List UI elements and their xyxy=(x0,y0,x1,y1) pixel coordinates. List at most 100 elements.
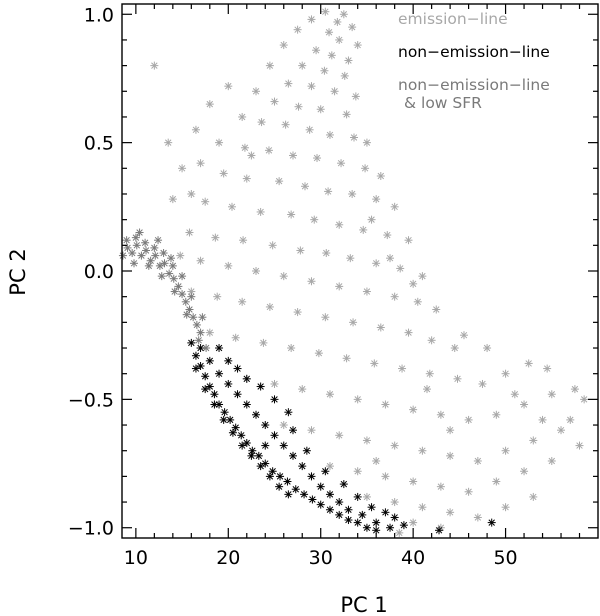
point-emission-78 xyxy=(376,323,385,332)
point-lowsfr-24 xyxy=(168,261,177,270)
point-lowsfr-27 xyxy=(198,313,207,322)
y-tick-label-4: 1.0 xyxy=(84,4,114,26)
y-tick-label-1: −0.5 xyxy=(68,389,114,411)
point-emission-124 xyxy=(381,472,390,481)
point-emission-85 xyxy=(287,344,296,353)
point-emission-138 xyxy=(409,518,418,527)
point-lowsfr-4 xyxy=(137,251,146,260)
point-nonem-72 xyxy=(353,492,362,501)
point-nonem-71 xyxy=(339,480,348,489)
point-emission-160 xyxy=(386,254,395,263)
point-emission-50 xyxy=(185,228,194,237)
point-emission-19 xyxy=(342,110,351,119)
point-emission-60 xyxy=(176,251,185,260)
x-tick-label-3: 40 xyxy=(401,547,425,569)
point-emission-149 xyxy=(238,112,247,121)
point-emission-58 xyxy=(396,264,405,273)
point-lowsfr-31 xyxy=(170,287,179,296)
point-nonem-25 xyxy=(353,518,362,527)
point-nonem-48 xyxy=(399,521,408,530)
point-emission-153 xyxy=(293,25,302,34)
point-nonem-61 xyxy=(224,356,233,365)
point-emission-116 xyxy=(446,451,455,460)
point-emission-47 xyxy=(359,225,368,234)
point-emission-143 xyxy=(178,164,187,173)
point-emission-109 xyxy=(580,395,589,404)
point-nonem-30 xyxy=(215,369,224,378)
point-emission-137 xyxy=(529,492,538,501)
point-nonem-35 xyxy=(261,421,270,430)
point-nonem-77 xyxy=(381,508,390,517)
point-emission-67 xyxy=(362,287,371,296)
point-nonem-47 xyxy=(386,523,395,532)
point-nonem-19 xyxy=(300,490,309,499)
y-tick-label-2: 0.0 xyxy=(84,261,114,283)
point-lowsfr-32 xyxy=(182,310,191,319)
point-lowsfr-12 xyxy=(174,282,183,291)
point-lowsfr-18 xyxy=(196,328,205,337)
point-emission-43 xyxy=(256,207,265,216)
point-emission-70 xyxy=(432,305,441,314)
point-emission-95 xyxy=(543,364,552,373)
point-emission-113 xyxy=(362,436,371,445)
point-lowsfr-16 xyxy=(189,313,198,322)
point-nonem-58 xyxy=(275,482,284,491)
point-emission-53 xyxy=(268,241,277,250)
point-emission-103 xyxy=(436,410,445,419)
point-emission-155 xyxy=(321,7,330,16)
point-emission-63 xyxy=(252,267,261,275)
point-emission-31 xyxy=(361,164,370,173)
point-nonem-31 xyxy=(224,379,233,388)
point-emission-69 xyxy=(413,297,422,306)
point-emission-117 xyxy=(473,456,482,465)
point-emission-76 xyxy=(321,313,330,322)
point-emission-126 xyxy=(436,482,445,491)
point-lowsfr-28 xyxy=(130,259,139,268)
point-emission-40 xyxy=(390,202,399,211)
point-emission-5 xyxy=(353,41,362,50)
point-lowsfr-26 xyxy=(187,292,196,301)
point-emission-26 xyxy=(240,143,249,152)
point-emission-41 xyxy=(201,197,210,206)
point-nonem-40 xyxy=(307,472,316,481)
point-emission-140 xyxy=(395,528,404,537)
point-emission-156 xyxy=(247,151,256,160)
point-emission-16 xyxy=(270,97,279,106)
point-nonem-65 xyxy=(270,395,279,404)
point-emission-132 xyxy=(390,498,399,507)
point-nonem-68 xyxy=(288,426,297,435)
point-emission-49 xyxy=(404,236,413,245)
point-emission-33 xyxy=(219,169,228,178)
point-emission-86 xyxy=(314,349,323,358)
point-nonem-59 xyxy=(284,490,293,499)
point-lowsfr-30 xyxy=(157,272,166,281)
y-tick-label-0: −1.0 xyxy=(68,518,114,540)
point-nonem-21 xyxy=(316,500,325,509)
point-emission-152 xyxy=(279,41,288,50)
point-emission-28 xyxy=(288,151,297,160)
point-emission-68 xyxy=(390,292,399,301)
point-emission-10 xyxy=(320,66,329,75)
point-emission-42 xyxy=(227,202,236,211)
point-lowsfr-9 xyxy=(160,259,169,268)
point-emission-134 xyxy=(446,508,455,517)
point-nonem-64 xyxy=(256,382,265,391)
point-lowsfr-36 xyxy=(154,236,163,245)
point-lowsfr-25 xyxy=(178,272,187,281)
point-nonem-29 xyxy=(205,356,214,365)
point-emission-46 xyxy=(335,220,344,229)
point-emission-39 xyxy=(372,195,381,204)
point-emission-37 xyxy=(324,187,333,196)
point-emission-145 xyxy=(205,100,214,109)
point-emission-56 xyxy=(346,254,355,263)
point-lowsfr-21 xyxy=(141,238,150,247)
point-emission-45 xyxy=(310,215,319,224)
point-lowsfr-3 xyxy=(132,241,141,250)
point-nonem-20 xyxy=(308,495,317,504)
point-emission-97 xyxy=(270,379,279,388)
point-emission-44 xyxy=(287,210,296,219)
point-emission-22 xyxy=(305,125,314,134)
point-emission-130 xyxy=(547,456,556,465)
point-nonem-17 xyxy=(283,477,292,486)
